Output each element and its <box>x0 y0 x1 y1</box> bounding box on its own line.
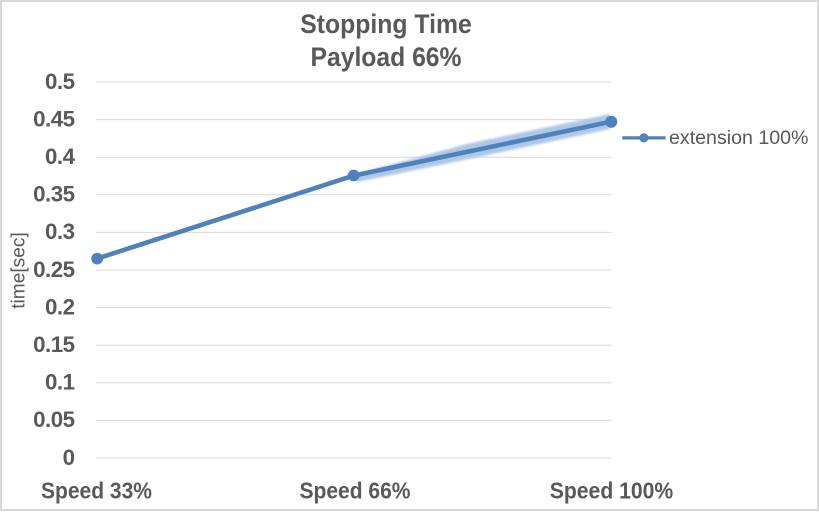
svg-text:0: 0 <box>63 445 75 470</box>
svg-text:0.5: 0.5 <box>45 69 75 94</box>
svg-text:0.2: 0.2 <box>45 294 75 319</box>
svg-text:0.1: 0.1 <box>45 370 75 395</box>
svg-text:Payload 66%: Payload 66% <box>311 42 462 72</box>
svg-text:Speed 33%: Speed 33% <box>41 478 152 504</box>
svg-text:0.25: 0.25 <box>33 257 74 282</box>
svg-text:0.05: 0.05 <box>33 407 74 432</box>
svg-text:0.4: 0.4 <box>45 144 76 169</box>
svg-text:0.35: 0.35 <box>33 182 74 207</box>
svg-text:time[sec]: time[sec] <box>9 232 30 309</box>
svg-text:0.3: 0.3 <box>45 219 75 244</box>
svg-text:0.45: 0.45 <box>33 106 74 131</box>
svg-text:0.15: 0.15 <box>33 332 74 357</box>
svg-text:Stopping Time: Stopping Time <box>300 9 472 39</box>
svg-text:Speed 100%: Speed 100% <box>550 478 674 504</box>
svg-text:Speed 66%: Speed 66% <box>300 478 411 504</box>
svg-text:extension 100%: extension 100% <box>669 127 809 149</box>
